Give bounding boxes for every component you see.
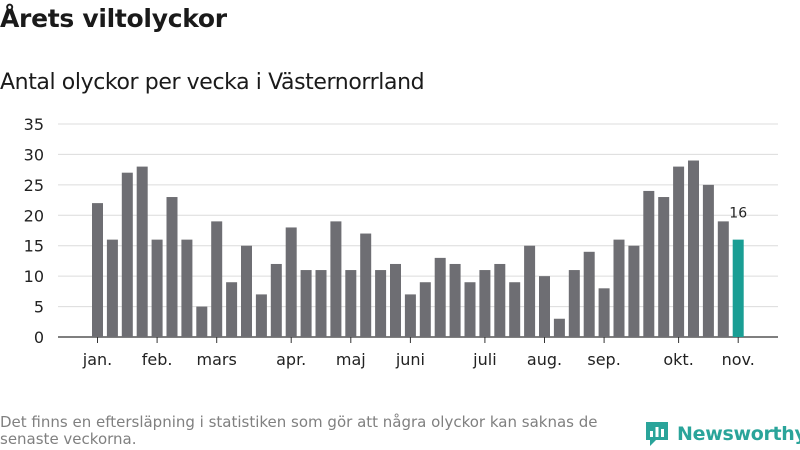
footnote: Det finns en eftersläpning i statistiken… — [0, 413, 598, 448]
bar — [166, 197, 178, 337]
y-tick-label: 5 — [34, 298, 44, 317]
bar — [285, 227, 297, 337]
bar — [121, 172, 133, 337]
bar — [419, 282, 431, 337]
bar — [136, 166, 148, 337]
x-tick-label: nov. — [722, 350, 755, 369]
bar — [583, 251, 595, 337]
bar — [598, 288, 610, 337]
bar — [255, 294, 267, 337]
x-tick-label: okt. — [663, 350, 693, 369]
bar — [315, 270, 327, 337]
bar — [658, 197, 670, 337]
x-axis-ticks: jan. feb. mars apr. maj juni juli aug. sep. okt. n… — [82, 337, 755, 369]
x-tick-label: juli — [472, 350, 496, 369]
bar — [673, 166, 685, 337]
y-axis-ticks: 0 5 10 15 20 25 30 35 — [24, 115, 44, 347]
x-tick-label: sep. — [587, 350, 620, 369]
bar — [211, 221, 223, 337]
bar — [464, 282, 476, 337]
chart-title: Årets viltolyckor — [0, 4, 227, 33]
highlight-data-label: 16 — [729, 206, 747, 222]
gridlines — [58, 123, 778, 338]
x-tick-label: jan. — [82, 350, 112, 369]
bar — [196, 306, 208, 337]
bar — [613, 239, 625, 337]
bar — [479, 270, 491, 337]
bar — [553, 318, 565, 337]
bar — [732, 239, 744, 337]
bar — [151, 239, 163, 337]
bar — [390, 263, 401, 337]
y-tick-label: 0 — [34, 328, 44, 347]
bar — [360, 233, 372, 337]
bar-chart: 0 5 10 15 20 25 30 35 jan. feb. mars apr. maj juni ju… — [24, 115, 778, 369]
data-labels: 16 — [729, 206, 747, 222]
brand-name: Newsworthy — [677, 423, 800, 445]
chart-subtitle: Antal olyckor per vecka i Västernorrland — [0, 70, 425, 95]
newsworthy-logo-icon — [646, 422, 668, 446]
bar — [226, 282, 238, 337]
bar — [330, 221, 342, 337]
bar — [241, 245, 252, 337]
bar — [688, 160, 699, 337]
bars — [92, 160, 744, 337]
bar — [434, 257, 446, 337]
bar — [92, 203, 103, 337]
bar — [524, 245, 536, 337]
brand-logo[interactable]: Newsworthy — [644, 420, 800, 448]
x-tick-label: juni — [395, 350, 425, 369]
x-tick-label: mars — [197, 350, 237, 369]
bar — [702, 184, 714, 337]
bar — [404, 294, 416, 337]
x-tick-label: maj — [336, 350, 366, 369]
x-tick-label: feb. — [142, 350, 173, 369]
bar — [717, 221, 729, 337]
y-tick-label: 35 — [24, 115, 44, 134]
bar — [375, 270, 387, 337]
y-tick-label: 20 — [24, 206, 44, 225]
bar — [300, 270, 312, 337]
bar — [106, 239, 118, 337]
y-tick-label: 10 — [24, 267, 44, 286]
bar — [509, 282, 521, 337]
bar — [181, 239, 193, 337]
y-tick-label: 15 — [24, 237, 44, 256]
bar — [643, 190, 655, 337]
bar — [539, 276, 550, 337]
y-tick-label: 30 — [24, 145, 44, 164]
x-tick-label: aug. — [527, 350, 562, 369]
bar — [494, 263, 506, 337]
bar — [345, 270, 357, 337]
bar — [568, 270, 580, 337]
bar — [270, 263, 282, 337]
y-tick-label: 25 — [24, 176, 44, 195]
bar — [628, 245, 640, 337]
bar — [449, 263, 461, 337]
x-tick-label: apr. — [276, 350, 306, 369]
